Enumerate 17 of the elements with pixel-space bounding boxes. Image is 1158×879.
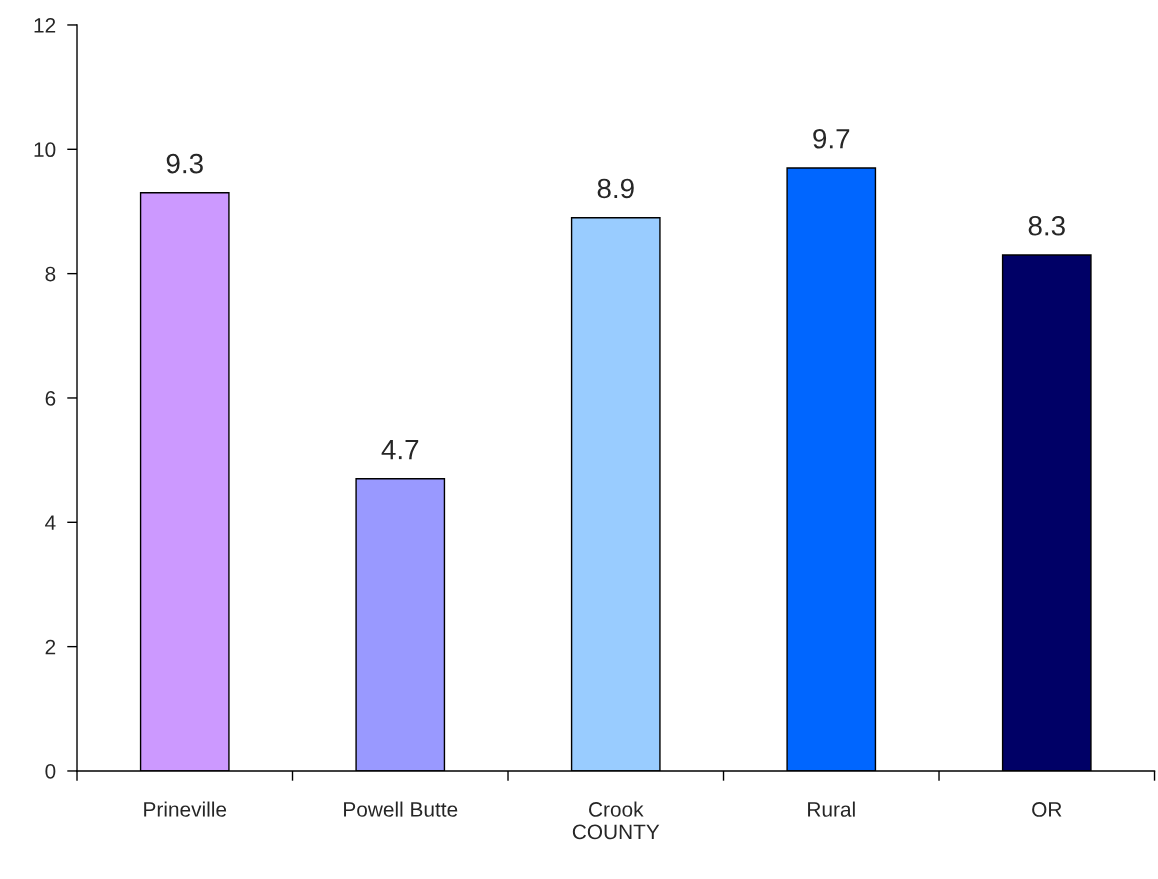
y-tick-label: 2 xyxy=(45,639,56,655)
y-tick-label: 8 xyxy=(45,266,56,282)
x-tick-label: Powell Butte xyxy=(344,801,458,817)
x-tick-label: Rural xyxy=(808,801,855,817)
data-label: 9.3 xyxy=(166,153,203,174)
y-tick-label: 6 xyxy=(45,390,56,406)
y-tick-label: 0 xyxy=(45,763,56,779)
x-tick-label: Prineville xyxy=(144,801,227,817)
y-tick-label: 4 xyxy=(45,515,56,530)
data-label: 9.7 xyxy=(813,128,850,149)
x-tick-label: Crook COUNTY xyxy=(572,801,660,840)
data-label: 8.3 xyxy=(1028,215,1065,236)
y-tick-label: 12 xyxy=(34,17,56,33)
data-label: 8.9 xyxy=(597,178,634,199)
x-tick-label: OR xyxy=(1032,802,1062,817)
y-tick-label: 10 xyxy=(34,142,56,158)
data-label: 4.7 xyxy=(381,440,419,460)
